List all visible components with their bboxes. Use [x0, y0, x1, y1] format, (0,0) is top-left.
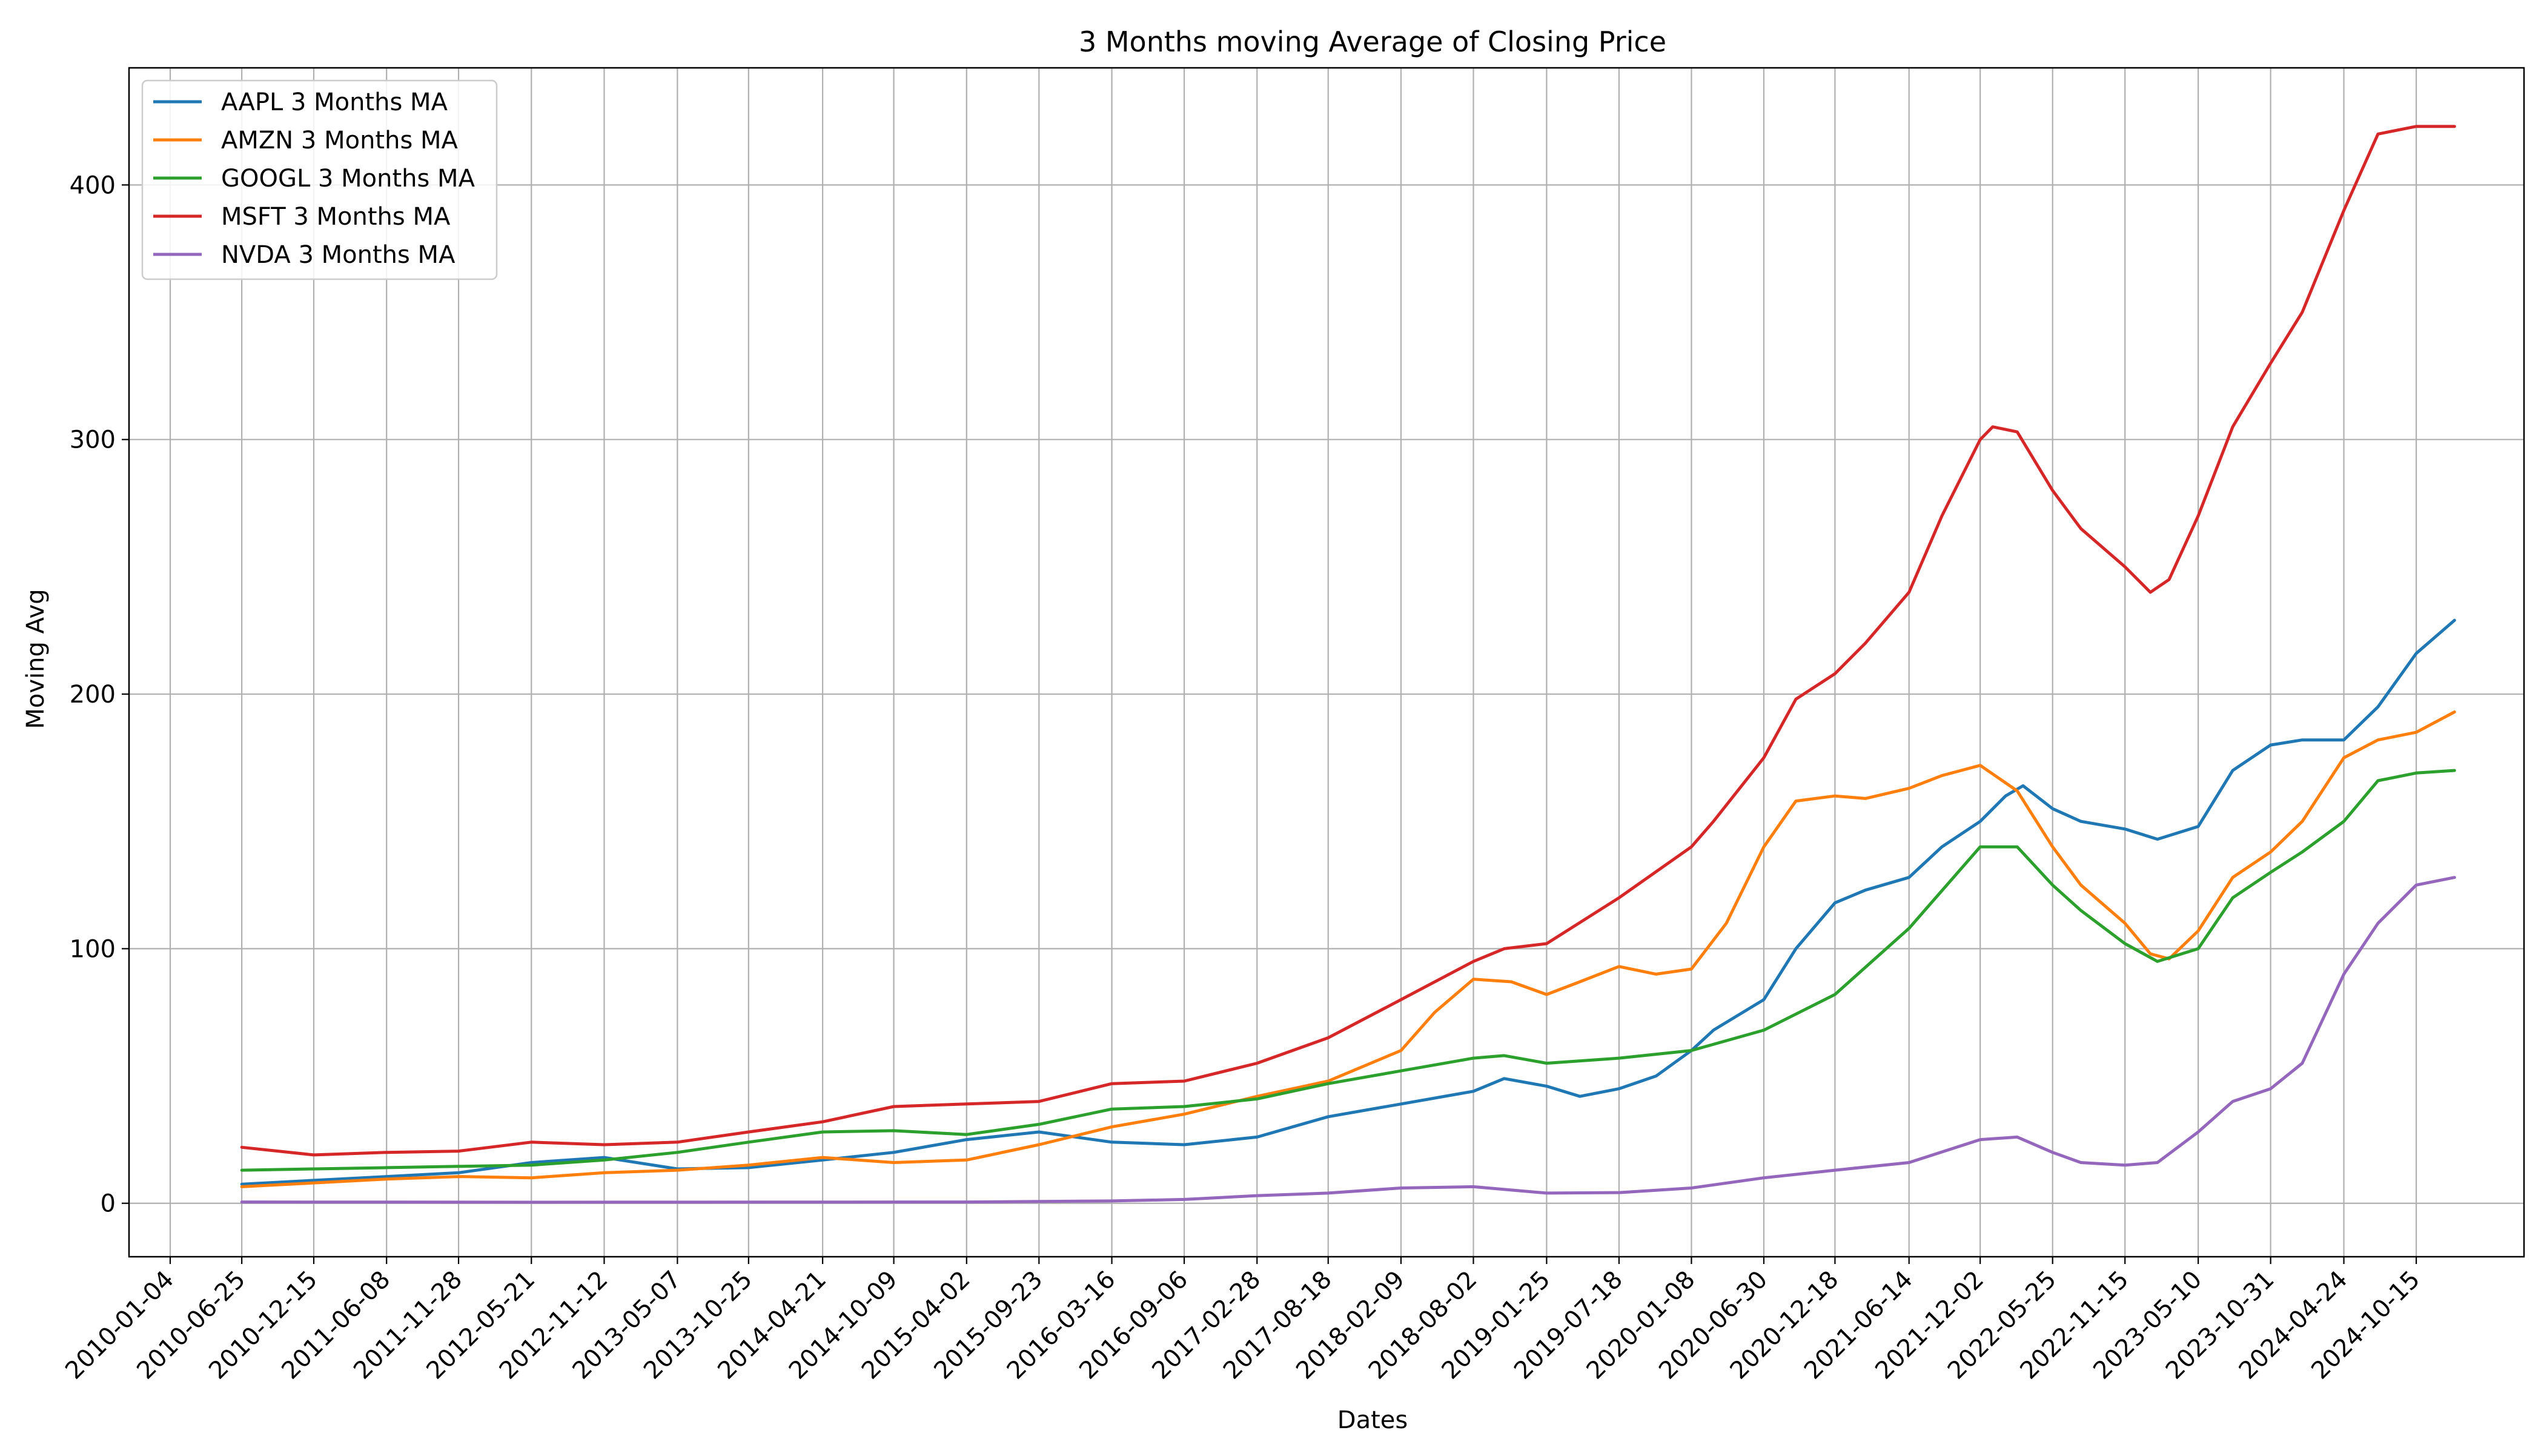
legend-label: MSFT 3 Months MA [221, 203, 451, 231]
legend-label: AAPL 3 Months MA [221, 88, 448, 116]
series-line-googl [240, 769, 2456, 1172]
legend-label: GOOGL 3 Months MA [221, 165, 475, 193]
legend-label: AMZN 3 Months MA [221, 127, 459, 154]
series-line-msft [240, 125, 2456, 1157]
x-axis-label: Dates [1337, 1406, 1408, 1434]
chart-title: 3 Months moving Average of Closing Price [1079, 25, 1666, 58]
y-tick-label: 200 [70, 681, 116, 709]
legend-box [141, 79, 498, 280]
y-axis-label: Moving Avg [22, 589, 50, 729]
series-line-amzn [240, 710, 2456, 1188]
plot-area-border [128, 67, 2525, 1258]
series-line-nvda [240, 876, 2456, 1204]
y-tick-label: 300 [70, 426, 116, 454]
y-tick-label: 100 [70, 935, 116, 963]
plot-frame [128, 67, 2525, 1258]
series-lines [240, 125, 2456, 1204]
y-tick-label: 0 [101, 1190, 116, 1218]
series-line-aapl [240, 618, 2456, 1186]
legend: AAPL 3 Months MA AMZN 3 Months MA GOOGL 3 … [141, 79, 498, 280]
y-tick-label: 400 [70, 171, 116, 199]
legend-label: NVDA 3 Months MA [221, 241, 455, 269]
